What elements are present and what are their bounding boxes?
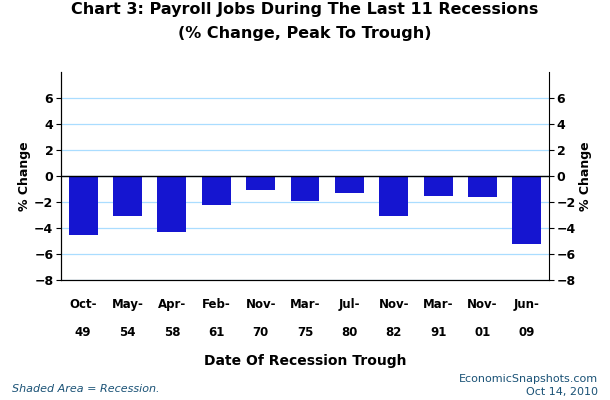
Text: Oct-: Oct- [70, 298, 97, 311]
Text: Shaded Area = Recession.: Shaded Area = Recession. [12, 384, 160, 394]
Bar [424, 176, 453, 196]
Text: 58: 58 [163, 326, 180, 339]
Bar [246, 176, 275, 190]
Text: EconomicSnapshots.com: EconomicSnapshots.com [459, 374, 598, 384]
Text: 82: 82 [386, 326, 402, 339]
Text: (% Change, Peak To Trough): (% Change, Peak To Trough) [178, 26, 432, 41]
Y-axis label: % Change: % Change [18, 141, 31, 211]
Bar [157, 176, 186, 232]
Text: Feb-: Feb- [202, 298, 231, 311]
Text: Jul-: Jul- [339, 298, 360, 311]
Text: 70: 70 [253, 326, 269, 339]
Bar [335, 176, 364, 193]
Text: 75: 75 [297, 326, 313, 339]
Text: Nov-: Nov- [245, 298, 276, 311]
Text: May-: May- [112, 298, 143, 311]
Y-axis label: % Change: % Change [579, 141, 592, 211]
Text: Mar-: Mar- [290, 298, 320, 311]
Text: Jun-: Jun- [514, 298, 540, 311]
Bar [202, 176, 231, 204]
Text: Nov-: Nov- [467, 298, 498, 311]
Text: Oct 14, 2010: Oct 14, 2010 [526, 387, 598, 397]
Text: Mar-: Mar- [423, 298, 453, 311]
Bar [468, 176, 497, 197]
Bar [113, 176, 142, 216]
Text: 91: 91 [430, 326, 447, 339]
Bar [290, 176, 320, 201]
Text: 80: 80 [341, 326, 357, 339]
Text: Nov-: Nov- [378, 298, 409, 311]
Bar [512, 176, 541, 244]
Bar [69, 176, 98, 234]
Text: Apr-: Apr- [158, 298, 186, 311]
Text: Chart 3: Payroll Jobs During The Last 11 Recessions: Chart 3: Payroll Jobs During The Last 11… [71, 2, 539, 17]
Text: 61: 61 [208, 326, 224, 339]
Text: 01: 01 [475, 326, 490, 339]
Text: 09: 09 [518, 326, 535, 339]
Text: 49: 49 [75, 326, 92, 339]
Bar [379, 176, 408, 216]
Text: Date Of Recession Trough: Date Of Recession Trough [204, 354, 406, 368]
Text: 54: 54 [120, 326, 136, 339]
